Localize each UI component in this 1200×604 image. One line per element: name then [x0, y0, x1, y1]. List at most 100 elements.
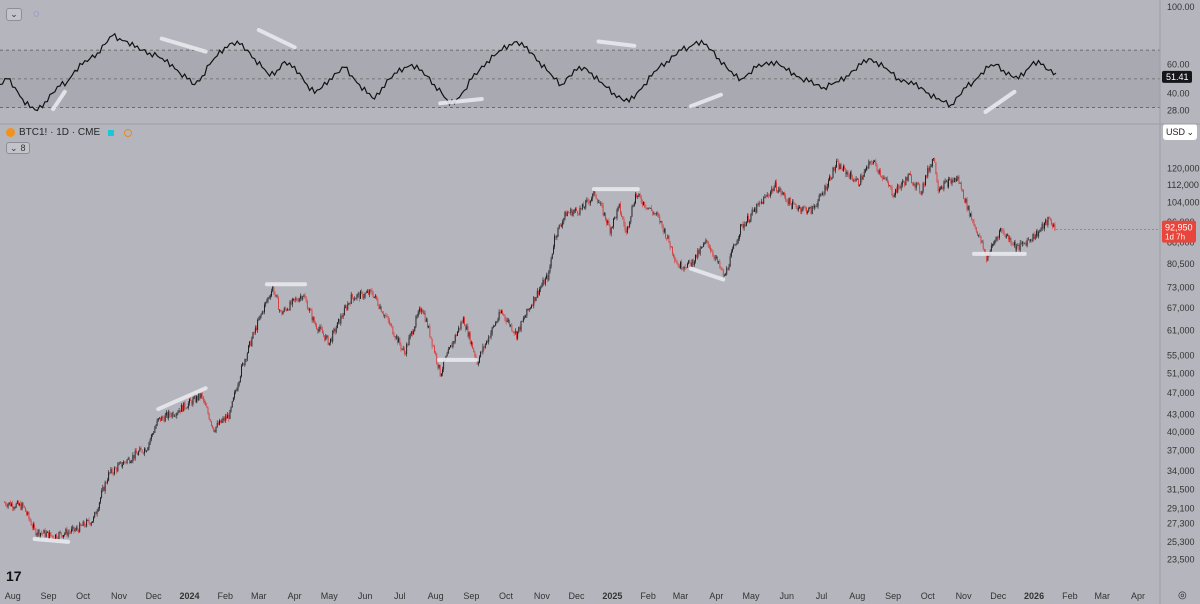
candle-body — [33, 524, 34, 528]
candle-body — [796, 207, 798, 210]
candle-body — [871, 163, 873, 164]
candle-body — [272, 286, 274, 291]
candle-body — [157, 418, 159, 421]
last-price-label: 92,950 — [1165, 223, 1193, 233]
candle-body — [268, 297, 270, 298]
candle-body — [382, 312, 383, 314]
candle-body — [377, 299, 379, 306]
candle-body — [533, 297, 535, 306]
candle-body — [305, 298, 307, 302]
candle-body — [509, 320, 510, 326]
candle-body — [658, 214, 659, 216]
candle-body — [772, 188, 774, 191]
candle-body — [952, 179, 954, 182]
candle-body — [651, 207, 653, 211]
candle-body — [45, 532, 47, 537]
candle-body — [974, 225, 976, 228]
candle-body — [154, 428, 156, 433]
candle-body — [770, 191, 772, 196]
candle-body — [714, 257, 716, 259]
candle-body — [161, 416, 163, 421]
candle-body — [457, 331, 458, 336]
candle-body — [911, 175, 912, 184]
tradingview-logo[interactable]: 17 — [6, 568, 22, 584]
candle-body — [83, 521, 85, 526]
candle-body — [147, 447, 149, 451]
price-tick-label: 80,500 — [1167, 259, 1195, 269]
candle-body — [517, 331, 519, 339]
candle-body — [1016, 245, 1018, 250]
candle-body — [759, 202, 761, 204]
candle-body — [438, 364, 440, 368]
candle-body — [916, 182, 918, 184]
candle-body — [476, 358, 478, 365]
candle-body — [846, 172, 848, 175]
candle-body — [347, 303, 349, 310]
candle-body — [891, 187, 893, 195]
candle-body — [841, 169, 843, 171]
time-settings-icon[interactable]: ◎ — [1178, 590, 1187, 601]
candle-body — [765, 196, 767, 197]
candle-body — [913, 184, 915, 185]
candle-body — [1014, 242, 1015, 246]
candle-body — [1041, 223, 1043, 229]
candle-body — [357, 293, 359, 295]
indicators-count-button[interactable]: ⌄ 8 — [6, 142, 30, 154]
candle-body — [884, 177, 886, 179]
trend-mark — [983, 89, 1017, 114]
symbol-header[interactable]: BTC1! · 1D · CME — [6, 127, 133, 138]
candle-body — [368, 291, 369, 295]
candle-body — [516, 331, 517, 339]
candle-body — [763, 197, 765, 204]
candle-body — [867, 166, 869, 169]
candle-body — [204, 401, 205, 403]
candle-body — [931, 159, 933, 167]
candle-body — [964, 198, 966, 203]
candle-body — [930, 166, 932, 167]
candle-body — [539, 289, 540, 295]
candle-body — [532, 305, 534, 306]
collapse-toggle-button[interactable]: ⌄ — [6, 8, 22, 21]
currency-button[interactable]: USD ⌄ — [1163, 124, 1197, 140]
candle-body — [831, 177, 833, 180]
candle-body — [979, 235, 981, 236]
candle-body — [839, 164, 841, 170]
rsi-line — [0, 32, 1057, 112]
candle-body — [71, 528, 73, 533]
candle-body — [9, 502, 11, 507]
candle-body — [519, 327, 521, 331]
candle-body — [129, 458, 130, 463]
candle-body — [674, 256, 676, 261]
candle-body — [318, 329, 320, 332]
candle-body — [524, 317, 525, 319]
candle-body — [148, 442, 150, 448]
trend-mark — [256, 28, 297, 50]
candle-body — [593, 191, 595, 194]
candle-body — [42, 533, 44, 534]
candle-body — [520, 321, 522, 331]
candle-body — [754, 208, 755, 212]
candle-body — [882, 176, 884, 179]
candle-body — [766, 194, 768, 197]
indicator-settings-icon[interactable]: ◌ — [33, 8, 40, 20]
candle-body — [563, 218, 565, 222]
candle-body — [802, 206, 804, 210]
candle-body — [57, 538, 59, 540]
candle-body — [885, 178, 887, 180]
rsi-tick-label: 28.00 — [1167, 106, 1190, 116]
candle-body — [799, 206, 800, 208]
candle-body — [193, 396, 195, 399]
candle-body — [803, 206, 805, 208]
candle-body — [718, 261, 720, 263]
candle-body — [492, 326, 494, 328]
candle-body — [903, 181, 904, 183]
candle-body — [666, 238, 668, 239]
candle-body — [452, 341, 454, 348]
candle-body — [303, 295, 305, 297]
candle-body — [252, 332, 254, 339]
candle-body — [346, 306, 348, 310]
time-tick-label: May — [742, 591, 760, 601]
candle-body — [527, 308, 529, 311]
candle-body — [288, 309, 290, 311]
